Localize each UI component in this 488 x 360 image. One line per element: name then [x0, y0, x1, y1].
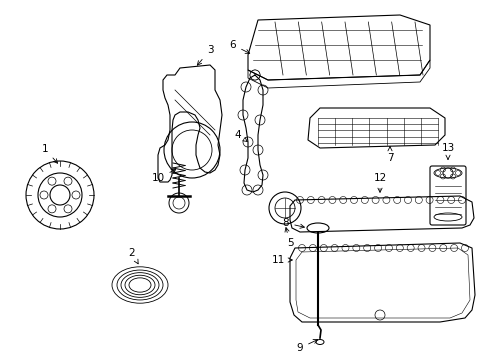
Text: 8: 8	[282, 218, 304, 228]
Text: 3: 3	[197, 45, 213, 65]
Circle shape	[258, 170, 267, 180]
Circle shape	[240, 165, 249, 175]
Text: 2: 2	[128, 248, 138, 264]
Text: 13: 13	[441, 143, 454, 159]
Circle shape	[254, 115, 264, 125]
Text: 9: 9	[296, 339, 317, 353]
Circle shape	[241, 82, 250, 92]
Text: 11: 11	[271, 255, 292, 265]
Circle shape	[238, 110, 247, 120]
Text: 7: 7	[386, 147, 392, 163]
Text: 1: 1	[41, 144, 58, 163]
Circle shape	[243, 137, 252, 147]
Circle shape	[258, 85, 267, 95]
Text: 5: 5	[285, 228, 293, 248]
Text: 12: 12	[373, 173, 386, 192]
Circle shape	[252, 145, 263, 155]
Text: 4: 4	[234, 130, 247, 141]
Circle shape	[252, 185, 263, 195]
Circle shape	[249, 70, 260, 80]
Text: 10: 10	[151, 170, 175, 183]
Circle shape	[242, 185, 251, 195]
Text: 6: 6	[229, 40, 249, 53]
Circle shape	[249, 70, 260, 80]
